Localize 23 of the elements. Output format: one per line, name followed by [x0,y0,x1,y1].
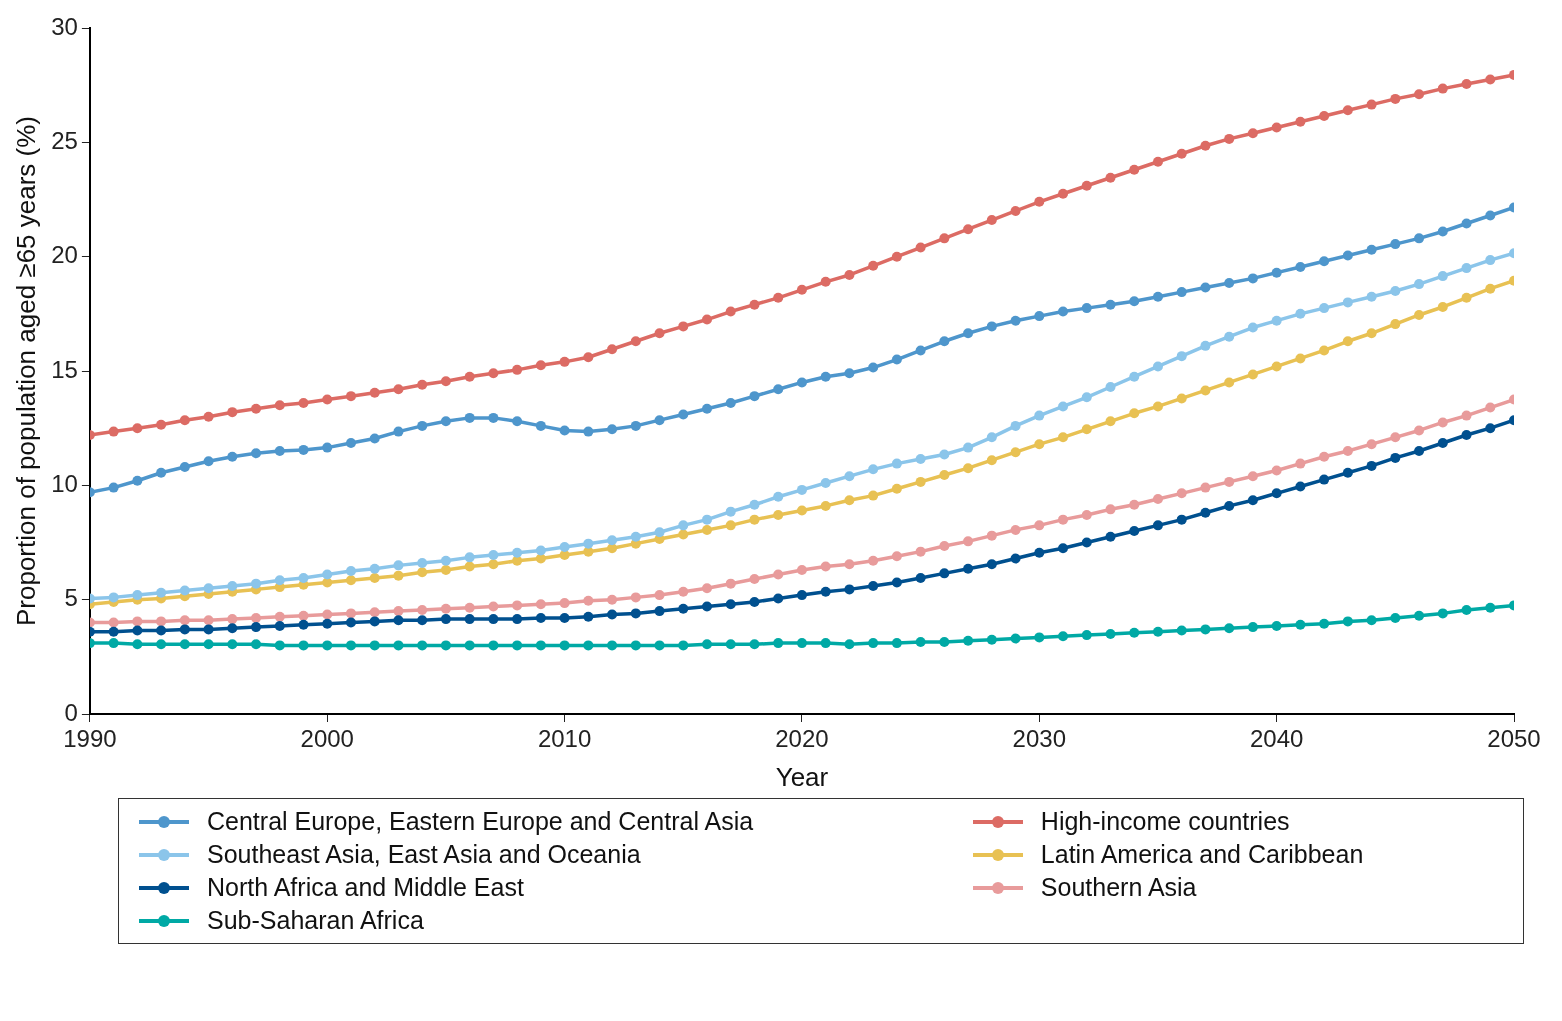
x-tick-label: 2010 [537,725,592,753]
y-tick-label: 5 [64,584,78,612]
x-tick-label: 2050 [1487,725,1541,753]
x-tick-label: 1990 [63,725,117,753]
legend-label: North Africa and Middle East [207,873,524,902]
y-tick-label: 0 [64,698,78,726]
legend-label: High-income countries [1040,807,1290,836]
y-tick-label: 25 [51,126,78,154]
y-tick-label: 30 [51,12,78,40]
legend-label: Central Europe, Eastern Europe and Central Asia [207,807,754,836]
legend-label: Southern Asia [1040,873,1197,902]
x-tick-label: 2000 [300,725,354,753]
x-tick-label: 2040 [1249,725,1304,753]
y-tick-label: 15 [51,355,78,383]
legend-label: Latin America and Caribbean [1040,840,1364,869]
legend-label: Sub-Saharan Africa [207,906,424,935]
y-tick-label: 10 [51,469,78,497]
x-tick-label: 2020 [775,725,829,753]
x-tick-label: 2030 [1012,725,1066,753]
x-axis-title: Year [775,761,829,792]
y-axis-title: Proportion of population aged ≥65 years (%) [10,115,41,627]
legend-label: Southeast Asia, East Asia and Oceania [207,840,641,869]
y-tick-label: 20 [51,241,78,269]
